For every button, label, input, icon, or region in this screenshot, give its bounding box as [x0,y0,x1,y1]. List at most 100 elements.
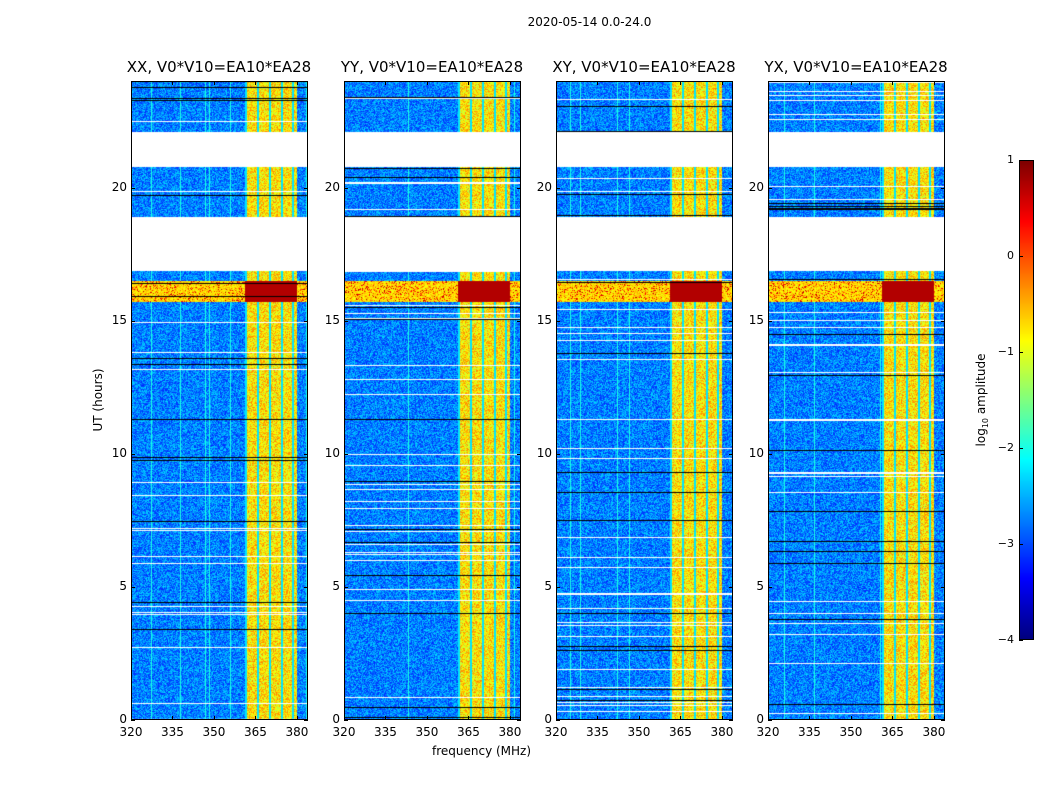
spectrogram-panel [344,81,521,721]
x-tick-label: 350 [627,725,651,739]
colorbar [1019,160,1034,640]
y-tick-label: 5 [332,578,340,593]
y-tick [131,453,135,455]
x-tick [509,81,511,85]
x-tick [892,716,894,720]
y-tick [556,720,560,721]
colorbar-tick [1019,448,1023,449]
y-tick-label: 0 [119,712,127,726]
x-tick [556,716,557,720]
x-tick [213,716,215,720]
y-tick-label: 10 [536,445,552,460]
x-tick [933,716,935,720]
y-tick [131,720,135,721]
x-tick [768,716,769,720]
y-tick-label: 0 [332,712,340,726]
y-tick [729,586,733,588]
y-tick [517,586,521,588]
spectrogram-image [344,81,521,720]
x-tick [680,81,682,85]
x-tick [385,81,387,85]
y-tick-label: 0 [544,712,552,726]
x-tick-label: 335 [586,725,609,739]
x-tick [255,716,257,720]
x-tick [680,716,682,720]
y-tick [131,320,135,322]
y-tick [344,320,348,322]
y-tick-label: 10 [748,445,764,460]
x-tick-label: 365 [669,725,692,739]
y-tick [729,720,733,721]
x-tick [556,81,557,85]
y-tick [941,187,945,189]
x-tick-label: 365 [244,725,267,739]
y-tick [768,187,772,189]
x-tick [426,81,428,85]
colorbar-tick-label: 1 [1007,153,1014,166]
panel-title: XX, V0*V10=EA10*EA28 [126,58,312,76]
x-tick-label: 350 [839,725,863,739]
y-tick [556,320,560,322]
y-tick [304,187,308,189]
y-tick [768,720,772,721]
axes-frame [344,81,521,720]
x-tick [296,81,298,85]
x-tick-label: 335 [374,725,397,739]
y-tick [131,586,135,588]
x-tick [638,716,640,720]
x-tick [296,716,298,720]
y-tick [941,586,945,588]
y-axis-label: UT (hours) [91,368,105,432]
x-tick-label: 335 [161,725,184,739]
x-tick-label: 380 [498,725,522,739]
y-tick-label: 10 [324,445,340,460]
x-tick [172,81,174,85]
x-tick [172,716,174,720]
x-tick [850,716,852,720]
x-tick-label: 320 [756,725,780,739]
y-tick [517,720,521,721]
colorbar-tick [1019,352,1023,353]
spectrogram-panel [768,81,945,721]
panel-title: YY, V0*V10=EA10*EA28 [340,58,524,76]
x-tick [721,81,723,85]
y-tick [344,586,348,588]
y-tick [941,720,945,721]
y-tick-label: 20 [536,179,552,194]
figure-title: 2020-05-14 0.0-24.0 [527,15,652,29]
y-tick [941,320,945,322]
x-tick [255,81,257,85]
x-tick [809,81,811,85]
panel-title: XY, V0*V10=EA10*EA28 [552,58,736,76]
y-tick [517,453,521,455]
colorbar-tick-label: −4 [997,633,1014,646]
x-tick [344,81,345,85]
y-tick-label: 5 [119,578,127,593]
x-tick-label: 320 [544,725,568,739]
x-tick [344,716,345,720]
x-tick-label: 380 [285,725,309,739]
x-tick [597,716,599,720]
colorbar-tick-label: −1 [997,345,1014,358]
y-tick-label: 5 [756,578,764,593]
x-tick [850,81,852,85]
x-tick [638,81,640,85]
spectrogram-panel [131,81,308,721]
x-tick [131,716,132,720]
spectrogram-image [131,81,308,720]
x-tick-label: 335 [798,725,821,739]
x-tick [809,716,811,720]
x-tick [131,81,132,85]
y-tick [344,453,348,455]
y-tick-label: 15 [748,312,764,327]
x-tick [892,81,894,85]
axes-frame [131,81,308,720]
y-tick [344,187,348,189]
y-tick-label: 5 [544,578,552,593]
colorbar-label: log10 amplitude [973,353,991,447]
x-tick [468,81,470,85]
colorbar-tick-label: −2 [997,441,1014,454]
y-tick [344,720,348,721]
x-tick-label: 350 [415,725,439,739]
y-tick [556,586,560,588]
